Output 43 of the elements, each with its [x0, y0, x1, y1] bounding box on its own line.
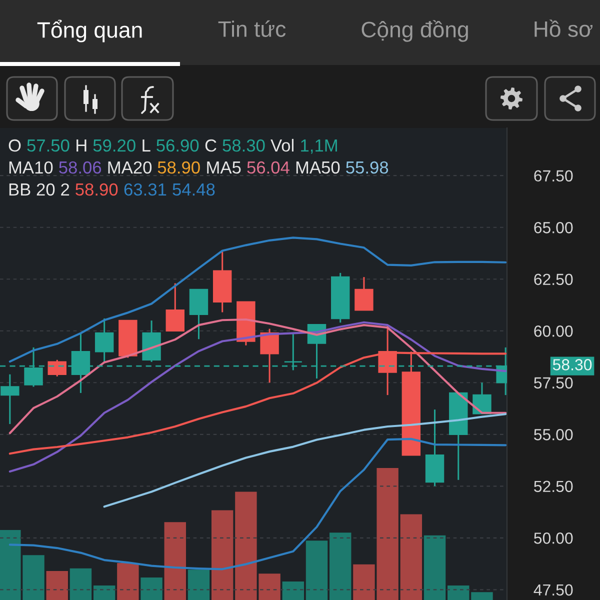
bar [93, 585, 116, 600]
y-tick-label: 47.50 [534, 584, 573, 596]
bar [448, 585, 470, 600]
ref-line-label: 58.30 [552, 359, 592, 370]
bar [70, 568, 92, 600]
bar [306, 540, 328, 600]
candlestick [166, 282, 184, 332]
bar [140, 578, 162, 600]
bar [117, 563, 139, 600]
y-tick-label: 62.50 [534, 274, 573, 286]
candlestick [354, 276, 374, 311]
text: Cộng đồng [362, 20, 468, 42]
annotation: BB 20 2 58.90 63.31 54.48 [9, 183, 215, 196]
candlestick [260, 328, 279, 384]
bar [188, 570, 210, 600]
text: Hồ sơ [534, 20, 592, 37]
text: Tổng quan [37, 20, 142, 42]
text: O 57.50 H 59.20 L 56.90 C 58.30 Vol 1,1M [8, 138, 337, 154]
bar [424, 535, 446, 600]
bar [282, 582, 304, 600]
line-series [103, 413, 507, 508]
y-tick-label: 65.00 [534, 222, 573, 234]
line-series [8, 438, 507, 570]
annotation: MA10 58.06 MA20 58.90 MA5 56.04 MA50 55.98 [9, 161, 388, 174]
candlestick [48, 359, 66, 378]
line-series [8, 236, 507, 363]
y-tick-label: 67.50 [534, 170, 573, 182]
y-tick-label: 57.50 [534, 377, 573, 389]
line-series [8, 318, 507, 434]
y-tick-label: 50.00 [534, 532, 573, 544]
bar [330, 532, 352, 600]
candlestick [94, 318, 114, 363]
bar [164, 522, 186, 600]
y-tick-label: 60.00 [534, 326, 573, 337]
candlestick [0, 374, 20, 425]
line-series [8, 321, 507, 472]
bar [211, 510, 234, 600]
bar [400, 514, 422, 600]
bar [471, 592, 493, 600]
bar [46, 570, 68, 600]
y-tick-label: 52.50 [534, 480, 573, 492]
y-tick-label: 55.00 [534, 429, 573, 440]
text: Tin tức [218, 20, 286, 37]
